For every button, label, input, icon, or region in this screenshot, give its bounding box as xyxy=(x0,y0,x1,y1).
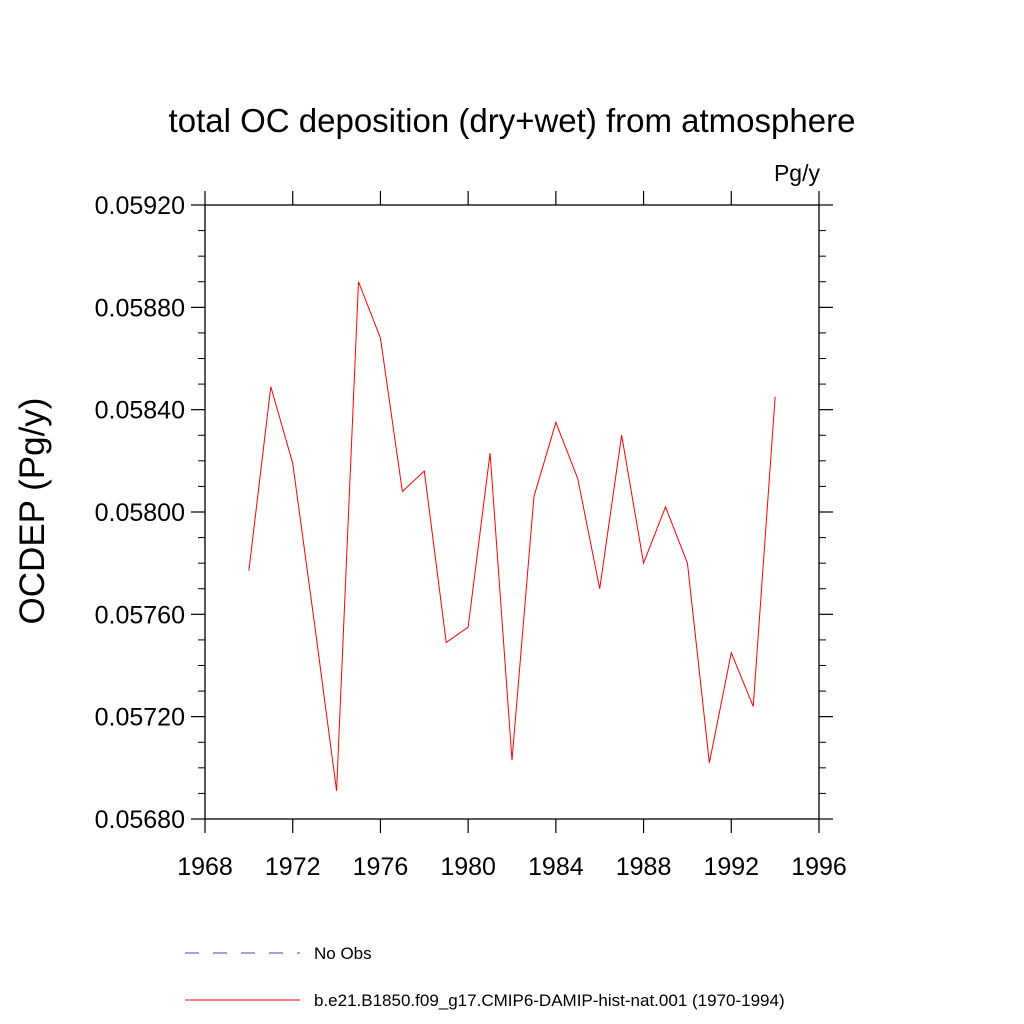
chart-title: total OC deposition (dry+wet) from atmos… xyxy=(169,102,856,139)
y-tick-label: 0.05720 xyxy=(95,704,185,732)
legend-label: b.e21.B1850.f09_g17.CMIP6-DAMIP-hist-nat… xyxy=(314,991,785,1010)
series-layer xyxy=(248,281,776,791)
plot-frame xyxy=(204,204,820,820)
x-axis-ticks: 1968 1972 1976 1980 1984 1988 1992 1996 xyxy=(177,191,847,881)
x-tick-label: 1968 xyxy=(177,853,233,881)
legend: No Obs b.e21.B1850.f09_g17.CMIP6-DAMIP-hi… xyxy=(185,944,785,1010)
x-tick-label: 1980 xyxy=(440,853,496,881)
x-tick-label: 1972 xyxy=(265,853,321,881)
x-tick-label: 1984 xyxy=(528,853,584,881)
y-tick-label: 0.05680 xyxy=(95,806,185,834)
x-tick-label: 1976 xyxy=(353,853,409,881)
y-tick-label: 0.05880 xyxy=(95,294,185,322)
series-line xyxy=(248,281,776,791)
x-tick-label: 1992 xyxy=(703,853,759,881)
y-tick-label: 0.05800 xyxy=(95,499,185,527)
y-axis-title: OCDEP (Pg/y) xyxy=(13,398,52,625)
y-tick-label: 0.05920 xyxy=(95,192,185,220)
y-axis-ticks: 0.05680 0.05720 0.05760 0.05800 0.05840 0.058… xyxy=(95,192,833,834)
units-label: Pg/y xyxy=(774,160,821,186)
y-tick-label: 0.05840 xyxy=(95,397,185,425)
x-tick-label: 1996 xyxy=(791,853,847,881)
x-tick-label: 1988 xyxy=(616,853,672,881)
legend-label: No Obs xyxy=(314,944,372,963)
y-tick-label: 0.05760 xyxy=(95,601,185,629)
